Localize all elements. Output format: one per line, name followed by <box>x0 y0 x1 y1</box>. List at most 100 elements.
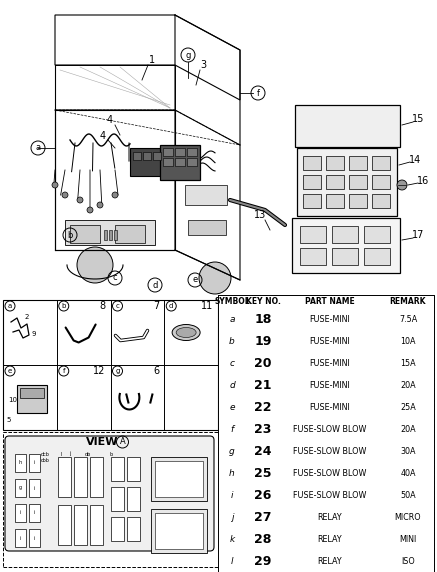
Bar <box>155 513 203 549</box>
Bar <box>364 226 390 243</box>
Bar <box>127 457 140 481</box>
Text: SYMBOL: SYMBOL <box>214 297 250 307</box>
Text: 1: 1 <box>149 55 155 65</box>
Text: b: b <box>67 231 73 240</box>
Text: 21: 21 <box>254 379 272 392</box>
Bar <box>364 248 390 265</box>
Bar <box>111 457 124 481</box>
Text: g: g <box>19 486 22 491</box>
Circle shape <box>112 192 118 198</box>
Text: l: l <box>60 451 62 456</box>
Bar <box>218 295 434 572</box>
Text: 30A: 30A <box>400 447 416 456</box>
Bar <box>114 230 117 240</box>
Bar <box>218 295 434 572</box>
Text: RELAY: RELAY <box>318 557 342 566</box>
Text: h: h <box>19 460 22 466</box>
Text: g: g <box>229 447 235 456</box>
Text: a: a <box>8 303 12 309</box>
Text: 20A: 20A <box>400 425 416 434</box>
Text: 7.5A: 7.5A <box>399 316 417 324</box>
Bar <box>15 479 26 497</box>
Circle shape <box>78 402 82 406</box>
Text: 18: 18 <box>254 313 272 327</box>
Circle shape <box>62 192 68 198</box>
Bar <box>115 225 145 243</box>
Bar <box>372 194 390 208</box>
Text: 4: 4 <box>100 131 106 141</box>
Text: REMARK: REMARK <box>390 297 426 307</box>
Bar <box>187 158 197 166</box>
Bar <box>15 504 26 522</box>
Text: 25A: 25A <box>400 403 416 412</box>
Bar <box>155 461 203 497</box>
Bar <box>326 194 344 208</box>
Bar <box>109 230 112 240</box>
Text: 23: 23 <box>254 423 272 436</box>
Text: f: f <box>230 425 233 434</box>
Bar <box>326 175 344 189</box>
Text: 22: 22 <box>254 401 272 414</box>
Bar <box>3 432 218 567</box>
Text: 6: 6 <box>153 366 159 376</box>
Bar <box>187 148 197 156</box>
Bar <box>185 185 227 205</box>
Bar <box>58 505 71 545</box>
Circle shape <box>89 395 93 399</box>
Text: 20: 20 <box>254 358 272 370</box>
Text: d: d <box>229 381 235 390</box>
Bar <box>90 505 103 545</box>
Text: 15A: 15A <box>400 359 416 368</box>
Circle shape <box>13 315 17 319</box>
Bar <box>70 225 100 243</box>
Bar <box>127 487 140 511</box>
Circle shape <box>97 202 103 208</box>
Circle shape <box>199 262 231 294</box>
Bar <box>29 504 40 522</box>
Bar <box>127 517 140 541</box>
Text: 8: 8 <box>99 301 105 311</box>
Circle shape <box>85 402 89 406</box>
Bar <box>303 194 321 208</box>
Bar <box>111 487 124 511</box>
FancyBboxPatch shape <box>5 436 214 551</box>
Bar <box>133 152 141 160</box>
Text: i: i <box>20 535 21 541</box>
Bar <box>292 218 400 273</box>
Bar <box>15 529 26 547</box>
Bar <box>160 145 200 180</box>
Bar <box>74 505 87 545</box>
Bar <box>300 248 326 265</box>
Bar <box>15 454 26 472</box>
Bar <box>372 175 390 189</box>
Text: db: db <box>85 451 91 456</box>
Bar <box>175 148 185 156</box>
Bar <box>143 152 151 160</box>
Text: k: k <box>229 535 235 543</box>
Text: b: b <box>229 337 235 347</box>
Text: FUSE-SLOW BLOW: FUSE-SLOW BLOW <box>293 469 367 478</box>
Text: 4: 4 <box>107 115 113 125</box>
Text: 17: 17 <box>412 230 424 240</box>
Bar <box>175 158 185 166</box>
Text: e: e <box>192 276 198 284</box>
Text: h: h <box>229 469 235 478</box>
Bar <box>104 230 107 240</box>
Text: j: j <box>231 513 233 522</box>
Text: c: c <box>113 273 117 283</box>
Text: 2: 2 <box>25 314 29 320</box>
Bar <box>17 385 47 413</box>
Text: FUSE-MINI: FUSE-MINI <box>310 316 350 324</box>
Bar <box>151 509 207 553</box>
Text: RELAY: RELAY <box>318 513 342 522</box>
Text: KEY NO.: KEY NO. <box>246 297 281 307</box>
Text: 50A: 50A <box>400 491 416 500</box>
Text: i: i <box>20 510 21 515</box>
Text: 7: 7 <box>153 301 159 311</box>
Text: PART NAME: PART NAME <box>305 297 355 307</box>
Text: g: g <box>185 50 191 59</box>
Text: i: i <box>34 535 35 541</box>
Bar <box>303 175 321 189</box>
Circle shape <box>52 182 58 188</box>
Text: 29: 29 <box>254 554 272 567</box>
